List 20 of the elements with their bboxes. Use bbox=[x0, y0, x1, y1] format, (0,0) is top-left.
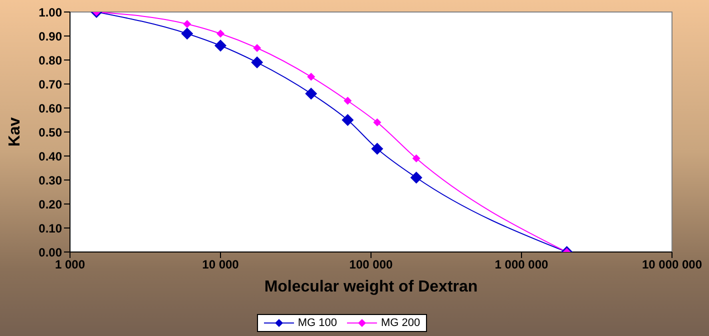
y-tick-label: 0.80 bbox=[38, 53, 62, 68]
y-tick-label: 0.60 bbox=[38, 101, 62, 116]
y-tick-label: 0.90 bbox=[38, 29, 62, 44]
y-axis-title: Kav bbox=[6, 117, 24, 147]
y-tick-label: 0.00 bbox=[38, 245, 62, 260]
y-tick-label: 0.50 bbox=[38, 125, 62, 140]
legend-label: MG 100 bbox=[296, 317, 337, 329]
y-tick-label: 1.00 bbox=[38, 5, 62, 20]
y-tick-label: 0.70 bbox=[38, 77, 62, 92]
y-tick-label: 0.40 bbox=[38, 149, 62, 164]
x-tick-label: 1 000 bbox=[54, 258, 86, 272]
y-tick-label: 0.10 bbox=[38, 221, 62, 236]
legend-label: MG 200 bbox=[380, 317, 420, 329]
x-tick-label: 100 000 bbox=[349, 258, 394, 272]
x-tick-label: 10 000 000 bbox=[642, 258, 702, 272]
y-tick-label: 0.30 bbox=[38, 173, 62, 188]
x-tick-label: 10 000 bbox=[202, 258, 240, 272]
y-tick-label: 0.20 bbox=[38, 197, 62, 212]
x-tick-label: 1 000 000 bbox=[494, 258, 549, 272]
x-axis-title: Molecular weight of Dextran bbox=[264, 278, 478, 296]
